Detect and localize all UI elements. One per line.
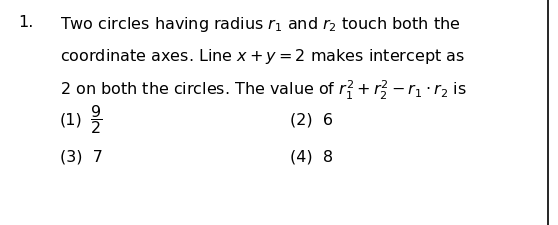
Text: Two circles having radius $r_1$ and $r_2$ touch both the: Two circles having radius $r_1$ and $r_2…	[60, 15, 460, 34]
Text: (4)  8: (4) 8	[290, 149, 333, 164]
Text: (3)  7: (3) 7	[60, 149, 103, 164]
Text: (2)  6: (2) 6	[290, 112, 333, 128]
Text: (1): (1)	[60, 112, 83, 128]
Text: 1.: 1.	[18, 15, 33, 30]
Text: coordinate axes. Line $x + y = 2$ makes intercept as: coordinate axes. Line $x + y = 2$ makes …	[60, 47, 465, 66]
Text: $\dfrac{9}{2}$: $\dfrac{9}{2}$	[90, 104, 102, 137]
Text: 2 on both the circles. The value of $r_1^2 + r_2^2 - r_1 \cdot r_2$ is: 2 on both the circles. The value of $r_1…	[60, 79, 466, 102]
